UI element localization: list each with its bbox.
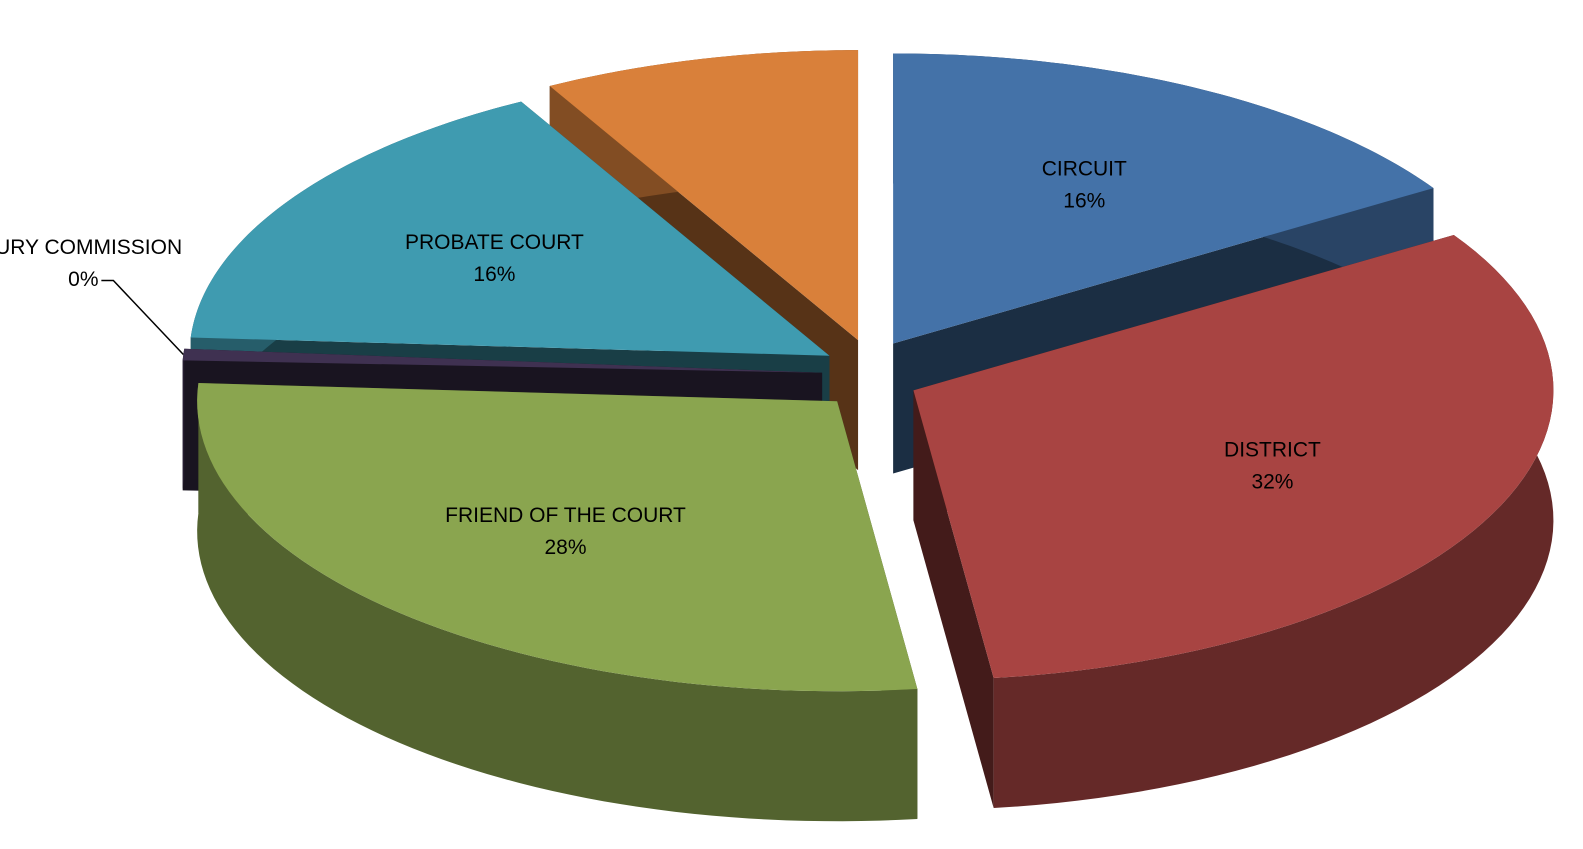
slice-label: JURY COMMISSION — [0, 236, 182, 259]
slice-top — [182, 348, 823, 373]
slice — [197, 383, 918, 822]
slice-label: CIRCUIT — [1042, 157, 1127, 180]
slice-value-label: 28% — [544, 536, 586, 559]
slice-outer-wall — [182, 348, 185, 491]
slice-top — [549, 50, 859, 341]
slice-top — [190, 101, 830, 356]
slice-value-label: 8% — [660, 0, 690, 4]
slice-label: FRIEND OF THE COURT — [445, 504, 686, 527]
slice-side-face — [913, 390, 994, 809]
slice-value-label: 0% — [68, 268, 98, 291]
slice-outer-wall — [197, 383, 918, 822]
slice-label: DISTRICT — [1224, 438, 1321, 461]
slice-top — [893, 53, 1434, 344]
leader-line — [101, 279, 184, 356]
slice-outer-wall — [993, 234, 1554, 809]
slice — [913, 234, 1554, 809]
slice-top — [197, 383, 918, 692]
slice-label: PROBATE COURT — [405, 231, 584, 254]
slice-top — [913, 234, 1554, 679]
slice-value-label: 16% — [473, 263, 515, 286]
slice-value-label: 16% — [1063, 189, 1105, 212]
slice-value-label: 32% — [1251, 470, 1293, 493]
